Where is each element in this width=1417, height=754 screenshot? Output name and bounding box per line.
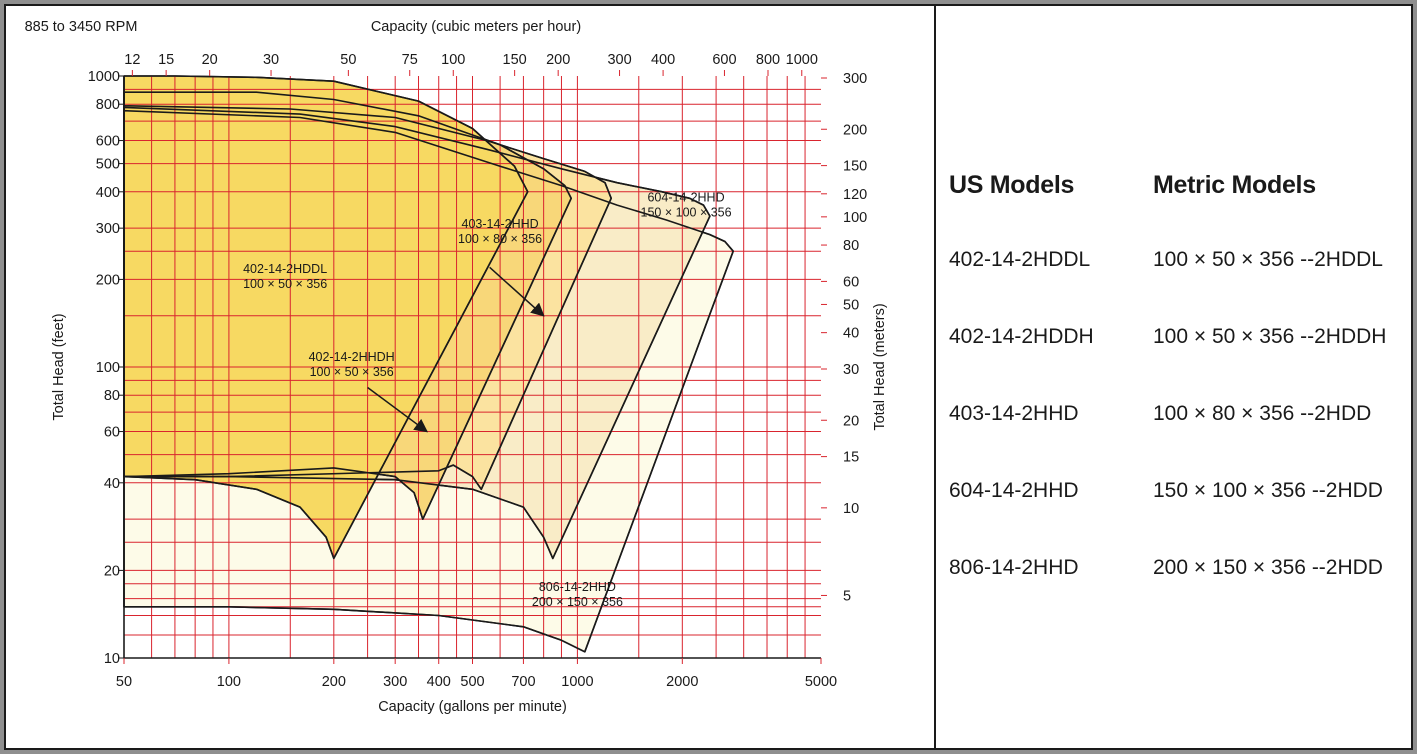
top-tick-label: 400 <box>651 52 675 68</box>
bottom-tick-label: 400 <box>427 674 451 690</box>
top-tick-label: 300 <box>607 52 631 68</box>
label-arrow <box>489 266 545 317</box>
metric-model-4: 150 × 100 × 356 --2HDD <box>1153 479 1383 502</box>
curve-label-size: 200 × 150 × 356 <box>532 595 623 609</box>
left-tick-label: 60 <box>104 425 120 441</box>
top-tick-label: 50 <box>340 52 356 68</box>
left-tick-label: 200 <box>96 272 120 288</box>
bottom-axis: 50 100 200 300 400 500 700 1000 2000 5000 <box>116 658 837 690</box>
bottom-tick-label: 200 <box>322 674 346 690</box>
curve-label-size: 100 × 50 × 356 <box>243 277 327 291</box>
metric-model-3: 100 × 80 × 356 --2HDD <box>1153 402 1372 425</box>
curve-outlines <box>123 75 734 653</box>
us-model-3: 403-14-2HHD <box>949 402 1079 425</box>
curve-outline-806-14-2hhd <box>123 109 734 653</box>
bottom-axis-title: Capacity (gallons per minute) <box>378 699 567 715</box>
right-axis: 300 200 150 120 100 80 60 50 40 30 20 15 10 5 <box>821 71 867 604</box>
top-tick-label: 20 <box>202 52 218 68</box>
left-tick-label: 10 <box>104 651 120 667</box>
curve-label-size: 150 × 100 × 356 <box>641 206 732 220</box>
left-axis-title: Total Head (feet) <box>51 313 67 420</box>
top-tick-label: 200 <box>546 52 570 68</box>
right-tick-label: 200 <box>843 122 867 138</box>
curve-label-name: 402-14-2HHDH <box>309 350 395 364</box>
top-tick-label: 30 <box>263 52 279 68</box>
us-model-2: 402-14-2HDDH <box>949 325 1094 348</box>
models-panel: US Models Metric Models 402-14-2HDDL 100… <box>946 6 1411 748</box>
metric-model-1: 100 × 50 × 356 --2HDDL <box>1153 248 1383 271</box>
metric-model-5: 200 × 150 × 356 --2HDD <box>1153 556 1383 579</box>
bottom-tick-label: 500 <box>460 674 484 690</box>
top-tick-label: 600 <box>712 52 736 68</box>
metric-models-header: Metric Models <box>1153 171 1316 199</box>
bottom-tick-label: 700 <box>511 674 535 690</box>
top-tick-label: 100 <box>441 52 465 68</box>
right-tick-label: 120 <box>843 187 867 203</box>
left-tick-label: 20 <box>104 563 120 579</box>
bottom-tick-label: 100 <box>217 674 241 690</box>
top-axis-title: Capacity (cubic meters per hour) <box>371 19 581 35</box>
right-tick-label: 150 <box>843 159 867 175</box>
left-tick-label: 100 <box>96 360 120 376</box>
right-tick-label: 20 <box>843 413 859 429</box>
bottom-tick-label: 300 <box>383 674 407 690</box>
bottom-tick-label: 1000 <box>561 674 593 690</box>
right-tick-label: 80 <box>843 238 859 254</box>
curve-label-name: 604-14-2HHD <box>647 191 724 205</box>
bottom-tick-label: 2000 <box>666 674 698 690</box>
chart-title: 885 to 3450 RPM <box>25 19 138 35</box>
top-tick-label: 12 <box>124 52 140 68</box>
left-tick-label: 500 <box>96 157 120 173</box>
left-tick-label: 400 <box>96 185 120 201</box>
metric-model-2: 100 × 50 × 356 --2HDDH <box>1153 325 1387 348</box>
curve-outline-402-14-2hhdh <box>123 91 572 520</box>
bottom-tick-label: 5000 <box>805 674 837 690</box>
bottom-tick-label: 50 <box>116 674 132 690</box>
curve-outline-604-14-2hhd <box>123 106 711 560</box>
curve-label-name: 402-14-2HDDL <box>243 262 327 276</box>
right-axis-title: Total Head (meters) <box>872 303 888 430</box>
left-tick-label: 300 <box>96 221 120 237</box>
left-tick-label: 600 <box>96 134 120 150</box>
top-tick-label: 150 <box>503 52 527 68</box>
left-tick-label: 1000 <box>88 69 120 85</box>
pump-curve-chart: 50 100 200 300 400 500 700 1000 2000 5000 Capacity… <box>25 19 888 715</box>
right-tick-label: 100 <box>843 210 867 226</box>
grid-lines <box>124 76 821 658</box>
right-tick-label: 60 <box>843 274 859 290</box>
figure-frame: 50 100 200 300 400 500 700 1000 2000 5000 Capacity… <box>4 4 1413 750</box>
us-model-1: 402-14-2HDDL <box>949 248 1091 271</box>
top-tick-label: 1000 <box>786 52 818 68</box>
us-model-4: 604-14-2HHD <box>949 479 1079 502</box>
curve-outline-402-14-2hddl <box>123 75 529 560</box>
us-models-header: US Models <box>949 171 1075 199</box>
right-tick-label: 300 <box>843 71 867 87</box>
right-tick-label: 15 <box>843 450 859 466</box>
right-tick-label: 5 <box>843 588 851 604</box>
left-tick-label: 80 <box>104 388 120 404</box>
curve-label-size: 100 × 50 × 356 <box>310 365 394 379</box>
panel-divider <box>934 6 936 748</box>
right-tick-label: 50 <box>843 297 859 313</box>
left-axis: 1000 800 600 500 400 300 200 100 80 60 40 20 10 <box>88 69 124 667</box>
label-arrow <box>367 386 429 433</box>
curve-outline-403-14-2hhd <box>123 105 612 491</box>
left-tick-label: 800 <box>96 97 120 113</box>
top-axis: 12 15 20 30 50 75 100 150 200 300 400 600 800 1000 <box>124 52 818 76</box>
curve-label-size: 100 × 80 × 356 <box>458 232 542 246</box>
right-tick-label: 10 <box>843 501 859 517</box>
curve-label-name: 806-14-2HHD <box>539 580 616 594</box>
curve-label-name: 403-14-2HHD <box>462 217 539 231</box>
right-tick-label: 30 <box>843 362 859 378</box>
us-model-5: 806-14-2HHD <box>949 556 1079 579</box>
top-tick-label: 15 <box>158 52 174 68</box>
label-arrows <box>367 266 545 433</box>
right-tick-label: 40 <box>843 326 859 342</box>
top-tick-label: 75 <box>402 52 418 68</box>
left-tick-label: 40 <box>104 476 120 492</box>
top-tick-label: 800 <box>756 52 780 68</box>
